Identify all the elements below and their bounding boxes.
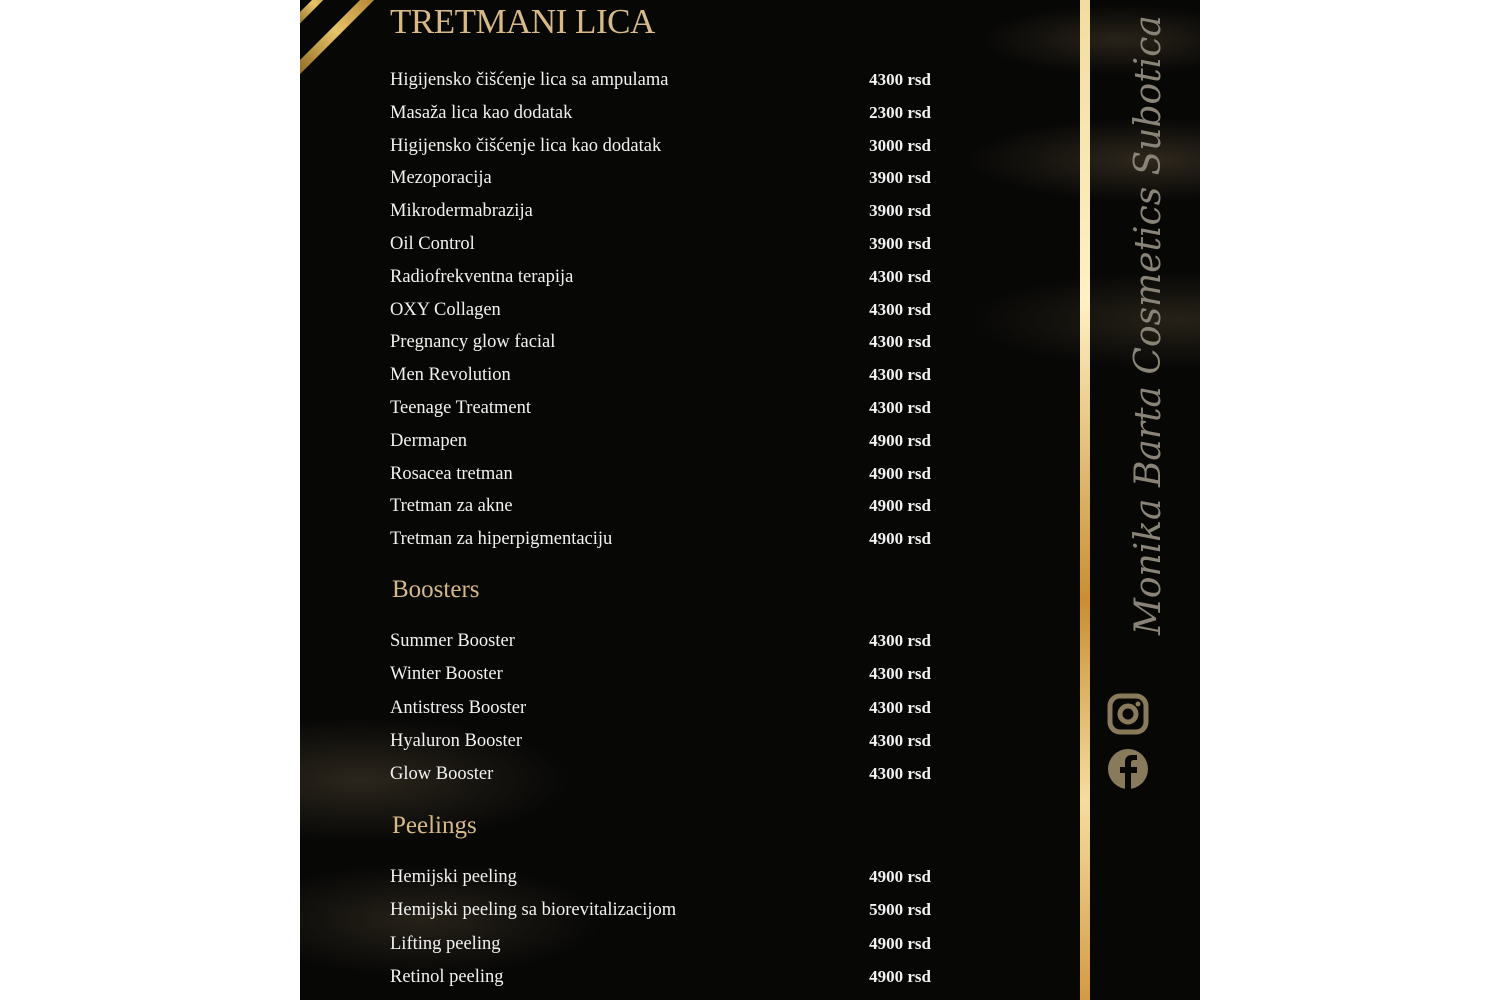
service-price: 2300 rsd: [869, 102, 931, 122]
service-name: Lifting peeling: [390, 933, 501, 954]
service-price: 4900 rsd: [869, 496, 931, 516]
price-row: Teenage Treatment 4300 rsd: [390, 398, 931, 428]
service-price: 4900 rsd: [869, 430, 931, 450]
service-name: Teenage Treatment: [390, 398, 532, 418]
service-name: Higijensko čišćenje lica sa ampulama: [390, 70, 669, 90]
price-row: Pregnancy glow facial 4300 rsd: [390, 332, 931, 362]
service-price: 3000 rsd: [869, 135, 931, 155]
service-price: 4300 rsd: [869, 730, 931, 750]
service-price: 4900 rsd: [869, 463, 931, 483]
service-price: 4900 rsd: [869, 966, 931, 986]
price-row: Higijensko čišćenje lica sa ampulama 4300…: [390, 70, 931, 100]
service-name: Retinol peeling: [390, 966, 504, 987]
service-price: 4300 rsd: [869, 332, 931, 352]
service-price: 4300 rsd: [869, 365, 931, 385]
service-name: Tretman za hiperpigmentaciju: [390, 529, 613, 550]
price-row: Glow Booster 4300 rsd: [390, 764, 931, 794]
service-name: Men Revolution: [390, 365, 511, 386]
service-name: Radiofrekventna terapija: [390, 266, 574, 287]
price-row: Antistress Booster 4300 rsd: [390, 698, 931, 728]
service-name: Tretman za akne: [390, 496, 513, 517]
service-price: 4300 rsd: [869, 697, 931, 717]
service-price: 4300 rsd: [869, 764, 931, 784]
price-row: Radiofrekventna terapija 4300 rsd: [390, 267, 931, 297]
gold-vertical-bar: [1080, 0, 1090, 1000]
gold-stripe-decoration: [300, 0, 382, 78]
price-row: Mikrodermabrazija 3900 rsd: [390, 201, 931, 231]
service-name: OXY Collagen: [390, 299, 501, 320]
price-row: Hemijski peeling 4900 rsd: [390, 867, 931, 897]
instagram-icon[interactable]: [1107, 693, 1149, 735]
service-name: Dermapen: [390, 430, 468, 451]
price-row: Dermapen 4900 rsd: [390, 431, 931, 461]
facebook-icon[interactable]: [1107, 748, 1149, 790]
price-row: Tretman za hiperpigmentaciju 4900 rsd: [390, 529, 931, 559]
service-price: 4900 rsd: [869, 933, 931, 953]
service-name: Antistress Booster: [390, 697, 527, 718]
service-name: Summer Booster: [390, 631, 515, 651]
service-price: 3900 rsd: [869, 168, 931, 188]
price-row: Oil Control 3900 rsd: [390, 234, 931, 264]
service-name: Rosacea tretman: [390, 463, 513, 484]
price-row: Mezoporacija 3900 rsd: [390, 168, 931, 198]
price-row: Masaža lica kao dodatak 2300 rsd: [390, 103, 931, 133]
service-name: Winter Booster: [390, 664, 503, 685]
service-price: 3900 rsd: [869, 201, 931, 221]
service-name: Mikrodermabrazija: [390, 201, 533, 222]
page-title: TRETMANI LICA: [390, 2, 655, 41]
service-name: Pregnancy glow facial: [390, 332, 556, 353]
price-row: Men Revolution 4300 rsd: [390, 365, 931, 395]
price-row: Tretman za akne 4900 rsd: [390, 496, 931, 526]
service-name: Glow Booster: [390, 764, 494, 785]
service-name: Higijensko čišćenje lica kao dodatak: [390, 135, 662, 156]
price-row: OXY Collagen 4300 rsd: [390, 300, 931, 330]
service-price: 4300 rsd: [869, 266, 931, 286]
price-row: Lifting peeling 4900 rsd: [390, 934, 931, 964]
service-price: 4300 rsd: [869, 664, 931, 684]
service-name: Hemijski peeling sa biorevitalizacijom: [390, 900, 677, 921]
service-price: 4900 rsd: [869, 867, 931, 886]
service-name: Oil Control: [390, 234, 475, 254]
service-price: 4300 rsd: [869, 299, 931, 319]
service-price: 4300 rsd: [869, 70, 931, 89]
service-price: 5900 rsd: [869, 900, 931, 920]
service-name: Hyaluron Booster: [390, 730, 523, 751]
price-row: Hemijski peeling sa biorevitalizacijom 59…: [390, 900, 931, 930]
price-row: Retinol peeling 4900 rsd: [390, 967, 931, 997]
price-row: Higijensko čišćenje lica kao dodatak 3000…: [390, 136, 931, 166]
section-heading: Boosters: [392, 576, 480, 603]
service-name: Hemijski peeling: [390, 867, 517, 887]
section-heading: Peelings: [392, 812, 477, 839]
service-price: 4300 rsd: [869, 398, 931, 417]
price-row: Hyaluron Booster 4300 rsd: [390, 731, 931, 761]
service-name: Masaža lica kao dodatak: [390, 102, 573, 123]
service-price: 3900 rsd: [869, 234, 931, 253]
service-price: 4300 rsd: [869, 631, 931, 650]
price-row: Winter Booster 4300 rsd: [390, 664, 931, 694]
service-price: 4900 rsd: [869, 529, 931, 549]
service-name: Mezoporacija: [390, 168, 492, 189]
brand-signature: Monika Barta Cosmetics Subotica: [1128, 15, 1169, 635]
price-row: Summer Booster 4300 rsd: [390, 631, 931, 661]
price-list-card: TRETMANI LICA Higijensko čišćenje lica s…: [300, 0, 1200, 1000]
gold-stripe-decoration: [300, 0, 339, 28]
price-row: Rosacea tretman 4900 rsd: [390, 464, 931, 494]
